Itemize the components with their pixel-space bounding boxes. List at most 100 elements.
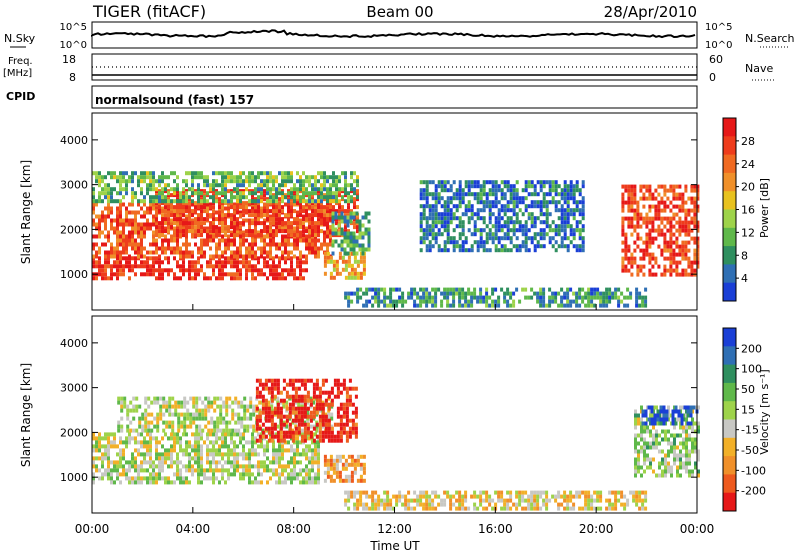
heatmap-cell (498, 236, 501, 240)
heatmap-cell (176, 276, 179, 280)
heatmap-cell (558, 208, 561, 212)
heatmap-cell (368, 232, 371, 236)
heatmap-cell (617, 296, 620, 300)
heatmap-cell (143, 476, 146, 480)
heatmap-cell (256, 407, 259, 411)
heatmap-cell (323, 217, 326, 221)
heatmap-cell (134, 219, 137, 223)
heatmap-cell (131, 256, 134, 260)
heatmap-cell (194, 171, 197, 175)
heatmap-cell (513, 196, 516, 200)
heatmap-cell (343, 403, 346, 407)
heatmap-cell (207, 409, 210, 413)
heatmap-cell (561, 212, 564, 216)
heatmap-cell (313, 411, 316, 415)
heatmap-cell (125, 476, 128, 480)
heatmap-cell (693, 217, 696, 221)
heatmap-cell (453, 192, 456, 196)
heatmap-cell (197, 191, 200, 195)
heatmap-cell (113, 464, 116, 468)
heatmap-cell (278, 209, 281, 213)
heatmap-cell (209, 239, 212, 243)
heatmap-cell (179, 440, 182, 444)
heatmap-cell (305, 476, 308, 480)
heatmap-cell (346, 387, 349, 391)
heatmap-cell (239, 195, 242, 199)
heatmap-cell (572, 292, 575, 296)
heatmap-cell (305, 235, 308, 239)
heatmap-cell (248, 209, 251, 213)
heatmap-cell (426, 200, 429, 204)
heatmap-cell (224, 468, 227, 472)
heatmap-cell (227, 432, 230, 436)
heatmap-cell (280, 407, 283, 411)
heatmap-cell (203, 476, 206, 480)
heatmap-cell (452, 296, 455, 300)
heatmap-cell (534, 236, 537, 240)
heatmap-cell (642, 185, 645, 189)
heatmap-cell (295, 427, 298, 431)
heatmap-cell (339, 252, 342, 256)
heatmap-cell (215, 468, 218, 472)
heatmap-cell (110, 211, 113, 215)
heatmap-cell (675, 197, 678, 201)
heatmap-cell (525, 180, 528, 184)
heatmap-cell (284, 179, 287, 183)
heatmap-cell (320, 243, 323, 247)
heatmap-cell (191, 179, 194, 183)
heatmap-cell (578, 296, 581, 300)
heatmap-cell (313, 439, 316, 443)
heatmap-cell (122, 448, 125, 452)
heatmap-cell (464, 300, 467, 304)
heatmap-cell (219, 417, 222, 421)
heatmap-cell (504, 208, 507, 212)
heatmap-cell (327, 252, 330, 256)
heatmap-cell (152, 460, 155, 464)
colorbar-tick-label: 24 (741, 158, 755, 171)
heatmap-cell (423, 188, 426, 192)
heatmap-cell (363, 268, 366, 272)
heatmap-cell (564, 192, 567, 196)
heatmap-cell (110, 175, 113, 179)
heatmap-cell (260, 464, 263, 468)
heatmap-cell (590, 292, 593, 296)
colorbar-tick-label: 4 (741, 272, 748, 285)
heatmap-cell (140, 175, 143, 179)
heatmap-cell (648, 185, 651, 189)
heatmap-cell (101, 243, 104, 247)
heatmap-cell (95, 264, 98, 268)
heatmap-cell (435, 208, 438, 212)
heatmap-cell (293, 221, 296, 225)
heatmap-cell (629, 296, 632, 300)
heatmap-cell (317, 187, 320, 191)
heatmap-cell (191, 199, 194, 203)
heatmap-cell (182, 268, 185, 272)
heatmap-cell (269, 247, 272, 251)
heatmap-cell (290, 209, 293, 213)
heatmap-cell (522, 228, 525, 232)
heatmap-cell (281, 199, 284, 203)
heatmap-cell (215, 233, 218, 237)
heatmap-cell (290, 251, 293, 255)
heatmap-cell (275, 247, 278, 251)
heatmap-cell (314, 460, 317, 464)
heatmap-cell (274, 407, 277, 411)
heatmap-cell (660, 217, 663, 221)
heatmap-cell (180, 401, 183, 405)
heatmap-cell (107, 276, 110, 280)
heatmap-cell (356, 240, 359, 244)
heatmap-cell (332, 191, 335, 195)
heatmap-cell (275, 191, 278, 195)
heatmap-cell (248, 229, 251, 233)
heatmap-cell (129, 421, 132, 425)
heatmap-cell (177, 417, 180, 421)
heatmap-cell (122, 456, 125, 460)
heatmap-cell (516, 212, 519, 216)
heatmap-cell (438, 216, 441, 220)
heatmap-cell (296, 476, 299, 480)
heatmap-cell (284, 171, 287, 175)
heatmap-cell (140, 260, 143, 264)
heatmap-cell (143, 456, 146, 460)
heatmap-cell (293, 464, 296, 468)
heatmap-cell (359, 224, 362, 228)
